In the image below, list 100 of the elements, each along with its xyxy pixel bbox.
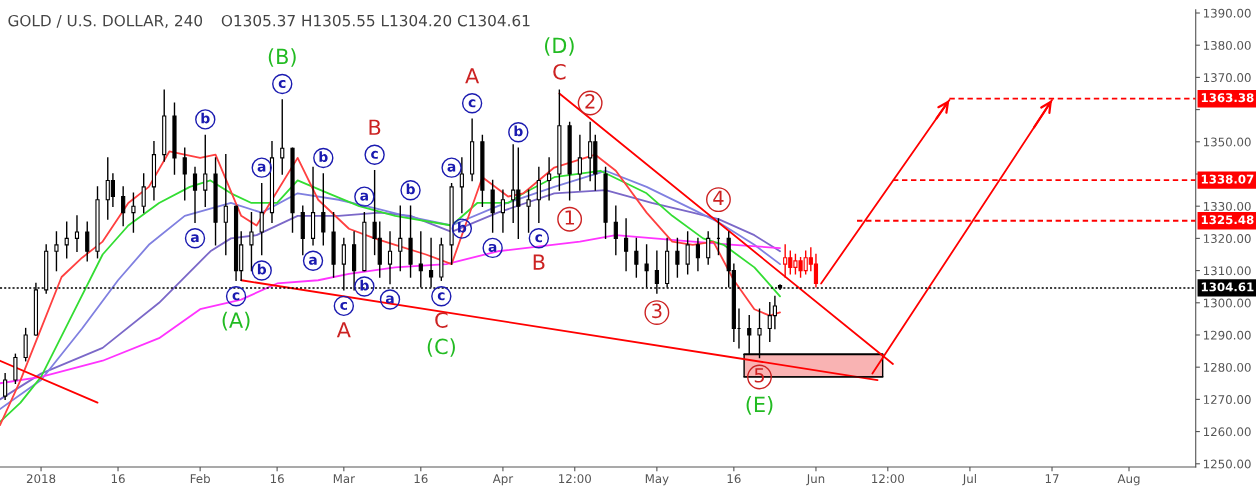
annotation: b [360,279,369,291]
y-tick-label: 1370.00 [1203,73,1251,83]
candlestick [141,173,146,214]
x-tick-label: Jul [962,473,976,486]
candlestick [74,215,80,252]
y-tick-label: 1380.00 [1203,40,1251,50]
x-tick-label: 12:00 [559,474,591,484]
candlestick [54,231,59,272]
candlestick [526,189,531,233]
x-tick-label: 16 [111,474,125,484]
annotation: b [406,183,415,195]
annotation: A [465,68,480,84]
annotation: b [201,112,210,124]
annotation: c [535,234,543,243]
candlestick [459,157,464,214]
y-tick-label: 1310.00 [1203,266,1251,276]
candlestick [259,182,264,256]
x-tick-label: 16 [727,474,741,484]
candlestick [131,192,136,233]
candlestick [192,166,198,223]
annotation: B [533,254,545,270]
candlestick [685,231,690,275]
y-tick-label: 1280.00 [1203,362,1251,372]
ref-line-label: 1304.61 [1201,282,1254,292]
candlestick [85,221,90,262]
x-tick-label: 12:00 [872,474,905,484]
annotation: C [435,312,448,328]
y-tick-label: 1300.00 [1203,298,1251,308]
candlestick [64,221,69,259]
candlestick [536,166,541,223]
x-tick-label: May [645,474,669,486]
candlestick [588,121,593,182]
candlestick [675,237,680,278]
x-tick-label: Feb [190,473,210,484]
annotation: (E) [746,396,773,415]
chart-title: GOLD / U.S. DOLLAR, 240 [8,14,203,28]
annotation: c [371,150,378,159]
candlestick [695,237,701,272]
x-tick-label: 17 [1045,474,1059,483]
candlestick [783,244,788,278]
annotation: A [336,322,351,338]
y-tick-label: 1250.00 [1203,459,1251,469]
annotation: b [257,263,267,275]
annotation: c [437,292,445,301]
x-tick-label: Jun [806,474,825,486]
candlestick [249,211,254,272]
y-tick-label: 1260.00 [1203,427,1251,437]
annotation: (A) [222,311,250,331]
candlestick [623,218,629,272]
x-tick-label: 2018 [26,474,56,484]
candlestick [547,157,552,201]
candlestick [490,179,495,233]
annotation: a [447,163,456,172]
candlestick [634,237,639,278]
candlestick [223,153,228,256]
chart-subtitle: O1305.37 H1305.55 L1304.20 C1304.61 [221,14,530,27]
candlestick [387,231,393,285]
candlestick [577,134,582,191]
annotation: c [278,80,286,88]
x-tick-label: Aug [1117,474,1140,486]
candlestick [110,173,115,207]
x-tick-label: 16 [414,474,428,484]
annotation: b [514,125,523,137]
annotation: (C) [427,338,455,357]
candlestick [500,189,506,233]
x-tick-label: Apr [492,474,514,486]
y-tick-label: 1350.00 [1203,137,1251,147]
y-tick-label: 1320.00 [1203,234,1251,244]
annotation: 3 [652,303,662,319]
annotation: b [319,151,328,163]
annotation: c [340,301,348,310]
y-tick-label: 1270.00 [1203,395,1251,405]
annotation: a [360,192,368,201]
candlestick [280,99,285,175]
annotation: B [369,119,381,135]
data-label: 1338.07 [1201,174,1254,184]
candlestick [613,205,618,256]
candlestick [203,134,208,207]
annotation: 4 [713,190,724,205]
candlestick [706,231,711,265]
candlestick [23,327,28,362]
candlestick [813,253,819,288]
annotation: (B) [268,48,296,67]
annotation: a [488,243,497,252]
annotation: a [308,256,317,265]
annotation: a [257,163,266,172]
candlestick [121,186,126,227]
data-label: 1363.38 [1201,93,1254,103]
candlestick [772,295,777,330]
annotation: c [232,292,240,301]
x-tick-label: Mar [333,474,355,484]
candlestick [13,353,18,384]
y-tick-label: 1390.00 [1203,8,1251,18]
annotation: C [553,63,566,80]
y-tick-label: 1330.00 [1203,201,1251,211]
candlestick [3,372,8,401]
annotation: a [190,234,199,243]
candlestick [398,205,403,272]
candlestick [182,147,187,201]
annotation: (D) [545,37,574,56]
